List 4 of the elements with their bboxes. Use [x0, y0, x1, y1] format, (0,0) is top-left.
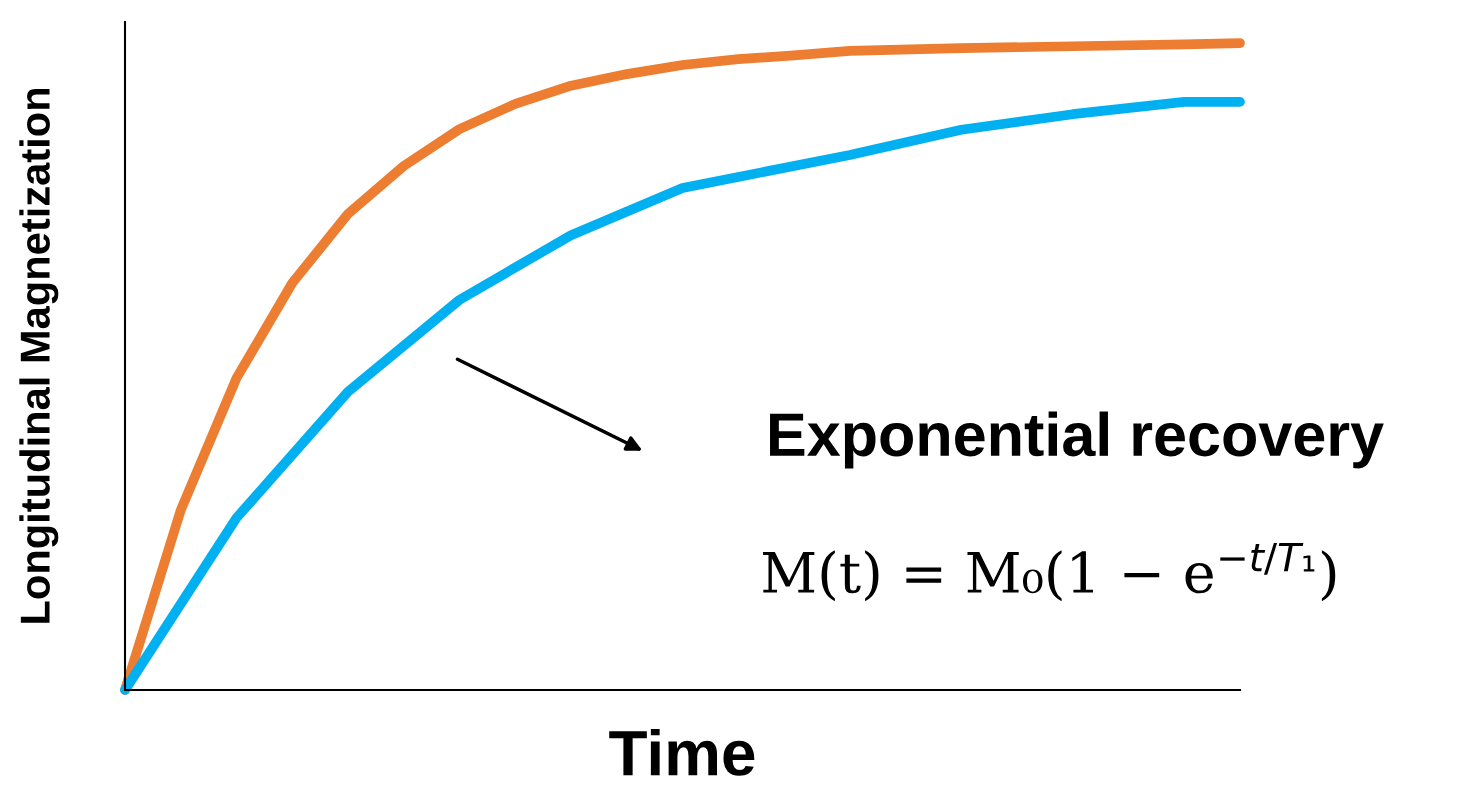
annotation: M(t) = M₀(1 − e$^{−t/T₁}$)	[763, 542, 1336, 602]
y-axis-title: Longitudinal Magnetization	[19, 88, 59, 623]
annotation: Exponential recovery	[770, 411, 1384, 469]
x-axis-title: Time	[609, 728, 755, 776]
